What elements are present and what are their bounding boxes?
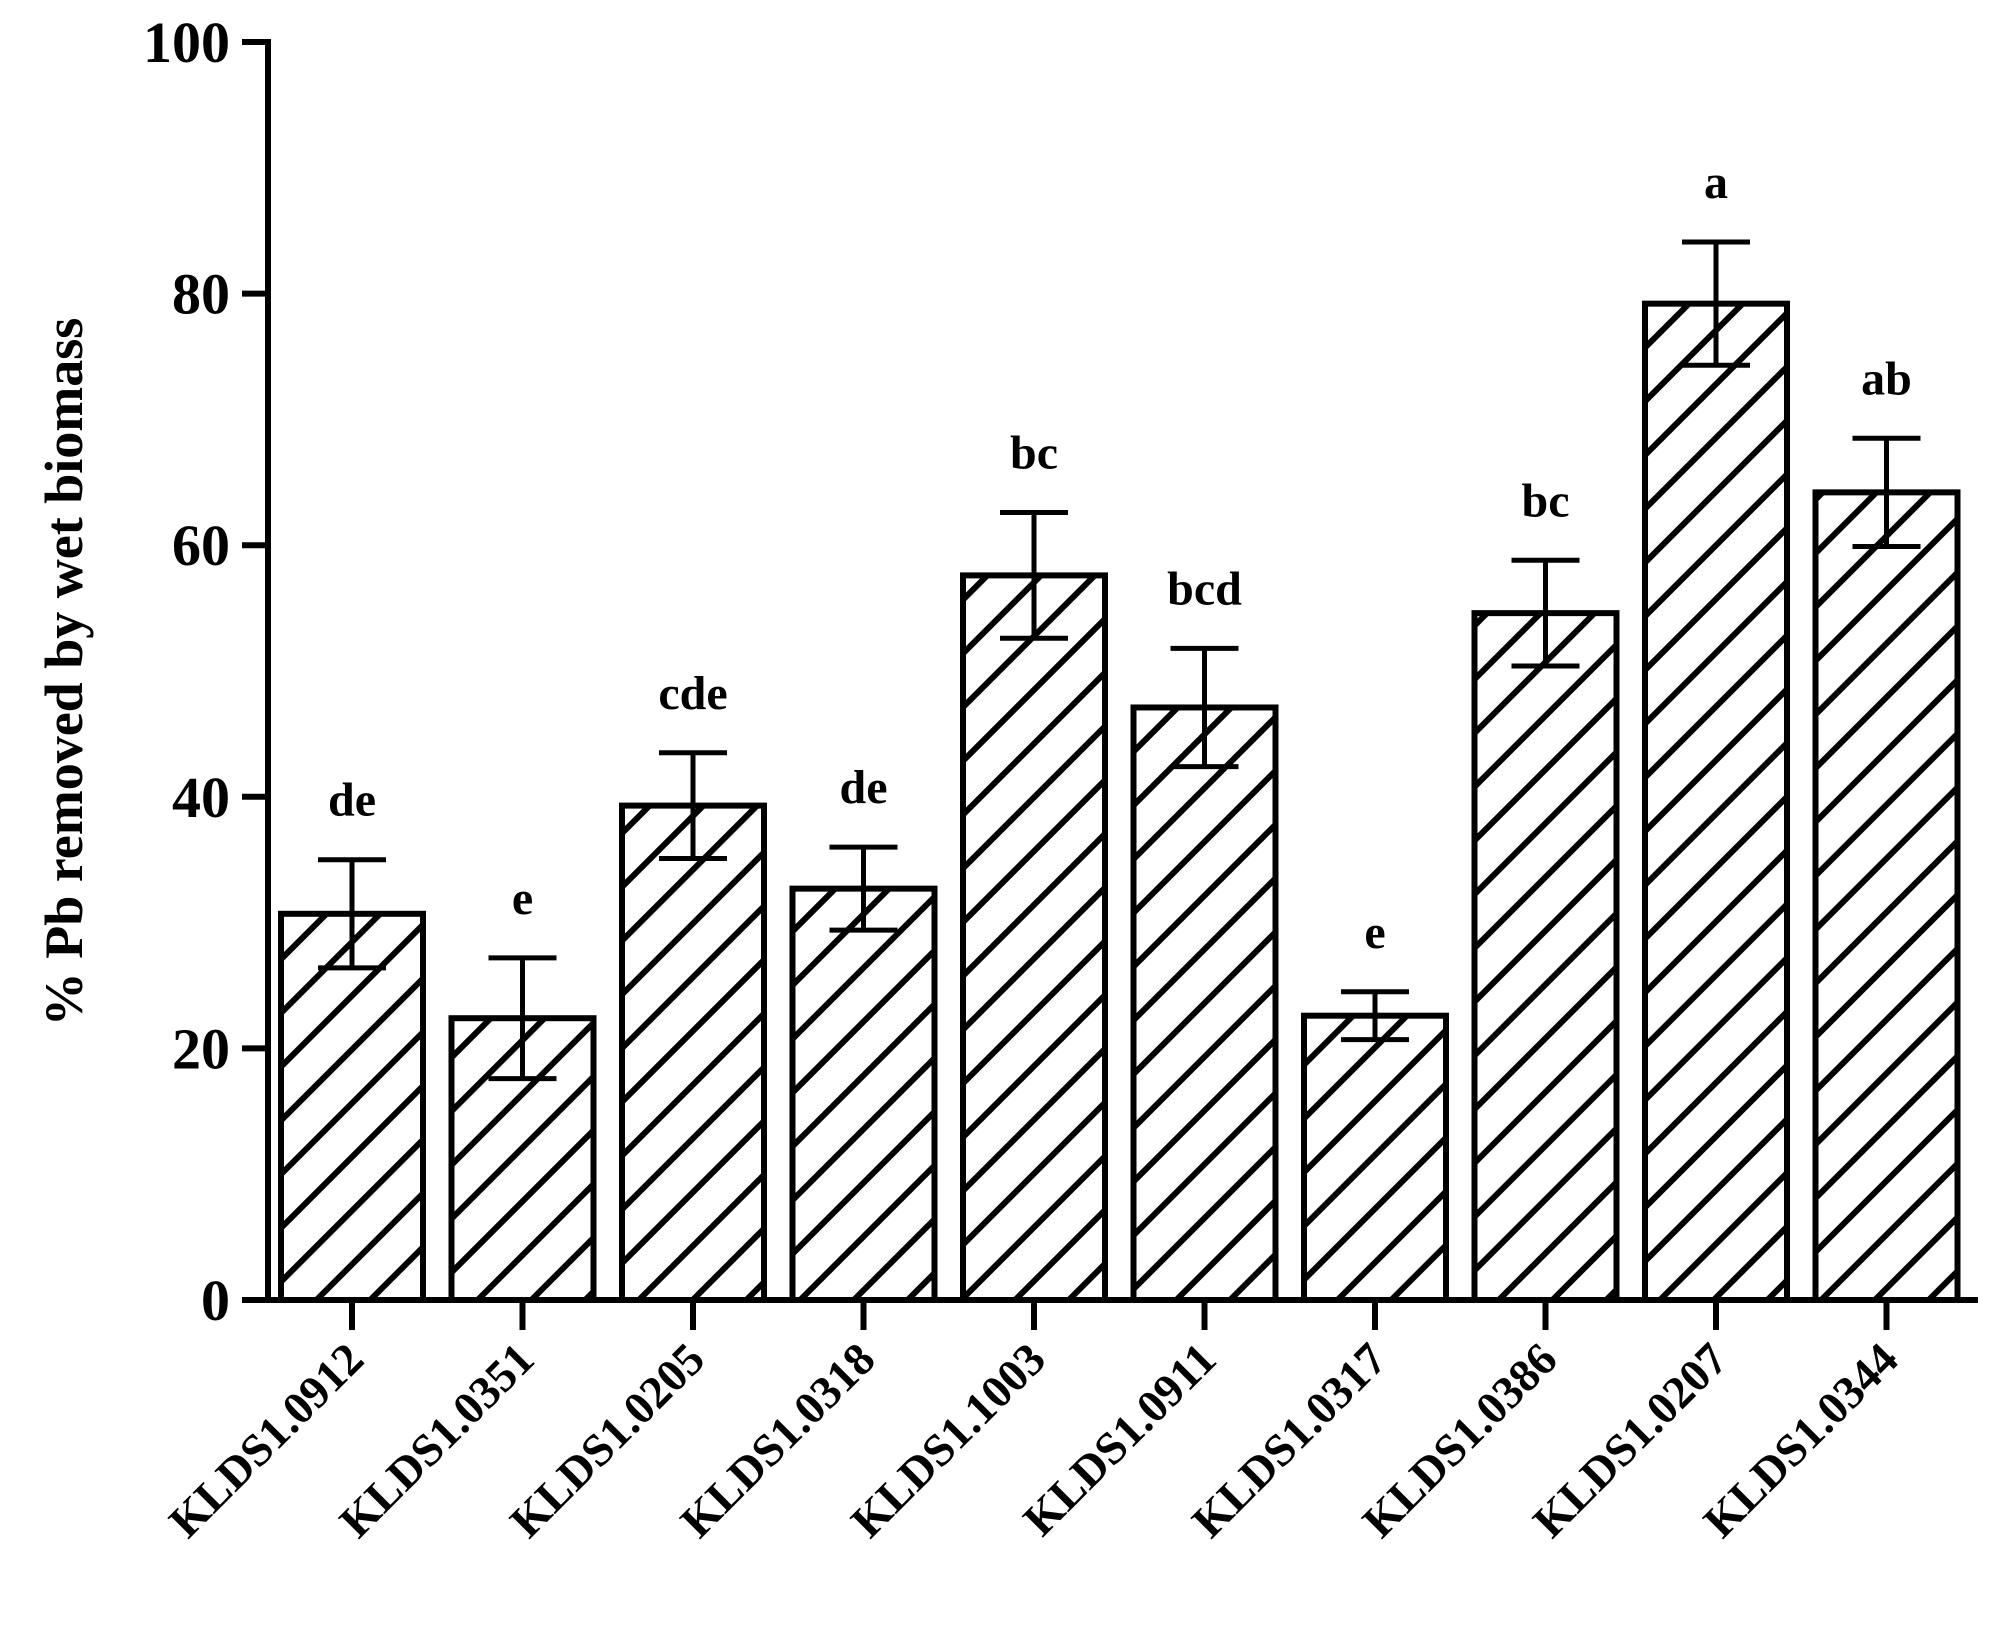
y-tick-label: 40 xyxy=(172,765,230,830)
y-tick-label: 20 xyxy=(172,1016,230,1081)
bar xyxy=(960,572,1108,1303)
significance-label: e xyxy=(512,872,533,925)
bar xyxy=(1471,610,1620,1303)
y-tick-label: 80 xyxy=(172,262,230,327)
bar xyxy=(1642,300,1790,1303)
significance-label: bcd xyxy=(1167,562,1242,615)
y-tick-label: 0 xyxy=(201,1268,230,1333)
bar xyxy=(1130,704,1279,1303)
significance-label: de xyxy=(328,774,376,827)
y-tick-label: 100 xyxy=(143,10,230,75)
significance-label: cde xyxy=(658,667,727,720)
significance-label: de xyxy=(840,761,888,814)
bar xyxy=(619,802,767,1304)
significance-label: bc xyxy=(1522,474,1570,527)
significance-label: e xyxy=(1364,906,1385,959)
significance-label: ab xyxy=(1861,352,1912,405)
significance-label: a xyxy=(1704,156,1728,209)
y-axis-label: % Pb removed by wet biomass xyxy=(34,318,94,1027)
bar xyxy=(278,910,426,1303)
bar xyxy=(789,885,938,1303)
significance-label: bc xyxy=(1010,426,1058,479)
bar xyxy=(1812,489,1961,1303)
bar xyxy=(1301,1012,1449,1304)
y-tick-label: 60 xyxy=(172,513,230,578)
